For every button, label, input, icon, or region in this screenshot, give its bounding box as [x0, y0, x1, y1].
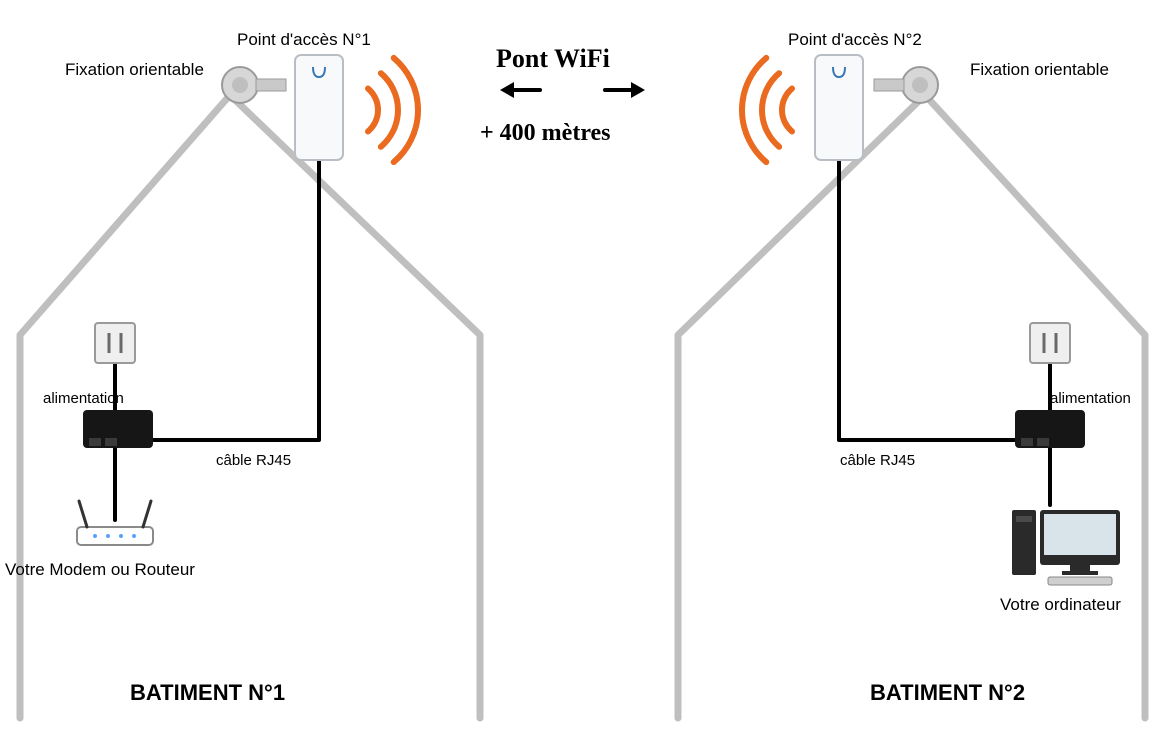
cable-rj45-1-label: câble RJ45 [216, 452, 291, 469]
bridge-arrows [500, 82, 645, 98]
poe-injector-2 [1015, 410, 1085, 448]
alimentation-2-label: alimentation [1050, 390, 1131, 407]
computer-label: Votre ordinateur [1000, 595, 1121, 615]
diagram-stage: Pont WiFi + 400 mètres Point d'accès N°1… [0, 0, 1167, 743]
wall-outlet-2 [1030, 323, 1070, 363]
building-1-label: BATIMENT N°1 [130, 680, 285, 706]
building-2-label: BATIMENT N°2 [870, 680, 1025, 706]
wifi-waves-right-from-ap1 [368, 58, 418, 162]
router-label: Votre Modem ou Routeur [5, 560, 195, 580]
fixation-1-label: Fixation orientable [65, 60, 204, 80]
fixation-bracket-1 [222, 67, 286, 103]
fixation-bracket-2 [874, 67, 938, 103]
alimentation-1-label: alimentation [43, 390, 124, 407]
ap1-device [295, 55, 343, 160]
title-line-1: Pont WiFi [496, 44, 610, 74]
title-line-2: + 400 mètres [480, 120, 611, 147]
ap2-label: Point d'accès N°2 [788, 30, 922, 50]
router-icon [77, 501, 153, 545]
ap2-device [815, 55, 863, 160]
fixation-2-label: Fixation orientable [970, 60, 1109, 80]
poe-injector-1 [83, 410, 153, 448]
cable-rj45-2-label: câble RJ45 [840, 452, 915, 469]
computer-icon [1012, 510, 1120, 585]
wall-outlet-1 [95, 323, 135, 363]
wifi-waves-left-from-ap2 [742, 58, 792, 162]
ap1-label: Point d'accès N°1 [237, 30, 371, 50]
diagram-svg [0, 0, 1167, 743]
